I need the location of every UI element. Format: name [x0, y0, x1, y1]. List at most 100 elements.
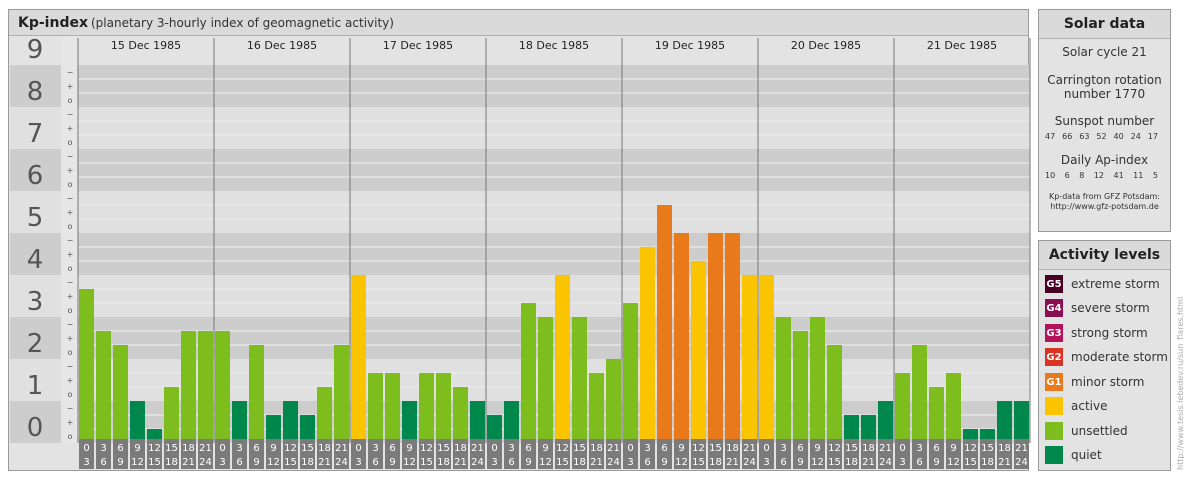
y-minor-label: o	[68, 138, 73, 147]
kp-bar	[453, 387, 468, 443]
interval-start-label: 3	[508, 443, 514, 454]
interval-start-label: 21	[879, 443, 892, 454]
interval-start-label: 0	[355, 443, 361, 454]
interval-end-label: 3	[355, 457, 361, 468]
interval-end-label: 9	[525, 457, 531, 468]
interval-start-label: 0	[83, 443, 89, 454]
kp-band	[10, 275, 1030, 317]
legend-swatch: G1	[1045, 373, 1063, 391]
interval-box	[130, 439, 145, 469]
interval-end-label: 18	[437, 457, 450, 468]
interval-start-label: 3	[372, 443, 378, 454]
legend-item-quiet: quiet	[1045, 446, 1102, 464]
y-minor-label: o	[68, 96, 73, 105]
kp-bar	[96, 330, 111, 443]
activity-levels-title: Activity levels	[1039, 241, 1170, 270]
carrington-line2: number 1770	[1063, 87, 1146, 101]
day-label: 18 Dec 1985	[519, 39, 589, 52]
kp-bar	[164, 387, 179, 443]
legend-swatch	[1045, 422, 1063, 440]
interval-start-label: 9	[406, 443, 412, 454]
interval-end-label: 6	[644, 457, 650, 468]
interval-box	[181, 439, 196, 469]
interval-start-label: 15	[165, 443, 178, 454]
kp-bar	[79, 288, 94, 443]
interval-end-label: 6	[100, 457, 106, 468]
kp-bar	[691, 261, 706, 443]
interval-start-label: 21	[607, 443, 620, 454]
interval-box	[963, 439, 978, 469]
interval-end-label: 3	[219, 457, 225, 468]
y-minor-label: o	[68, 180, 73, 189]
interval-start-label: 18	[726, 443, 739, 454]
interval-start-label: 0	[219, 443, 225, 454]
interval-start-label: 9	[678, 443, 684, 454]
kp-bar	[419, 372, 434, 443]
y-minor-label: −	[67, 68, 74, 77]
kp-bar	[351, 275, 366, 443]
interval-end-label: 15	[828, 457, 841, 468]
y-tick-label: 7	[27, 119, 44, 149]
kp-band	[10, 191, 1030, 233]
y-minor-label: +	[67, 166, 74, 175]
interval-box	[555, 439, 570, 469]
interval-box	[351, 439, 366, 469]
interval-box	[317, 439, 332, 469]
ap-value: 10	[1045, 171, 1056, 180]
day-label: 21 Dec 1985	[927, 39, 997, 52]
kp-bar	[606, 359, 621, 443]
interval-box	[861, 439, 876, 469]
interval-end-label: 12	[267, 457, 280, 468]
kp-bar	[385, 372, 400, 443]
interval-start-label: 12	[556, 443, 569, 454]
interval-box	[725, 439, 740, 469]
interval-box	[164, 439, 179, 469]
y-minor-label: −	[67, 404, 74, 413]
legend-item-g5: G5 extreme storm	[1045, 275, 1160, 293]
interval-start-label: 6	[797, 443, 803, 454]
day-label: 15 Dec 1985	[111, 39, 181, 52]
kp-bar	[334, 345, 349, 443]
y-minor-label: +	[67, 208, 74, 217]
sunspot-values: 47 66 63 52 40 24 17	[1039, 132, 1170, 141]
kp-bar	[232, 401, 247, 443]
ap-value: 11	[1133, 171, 1144, 180]
kp-bar	[844, 414, 859, 443]
header-corner	[10, 37, 61, 55]
interval-box	[793, 439, 808, 469]
interval-start-label: 21	[335, 443, 348, 454]
legend-swatch	[1045, 397, 1063, 415]
interval-box	[215, 439, 230, 469]
interval-box	[623, 439, 638, 469]
interval-box	[776, 439, 791, 469]
interval-start-label: 0	[899, 443, 905, 454]
interval-start-label: 12	[284, 443, 297, 454]
interval-start-label: 3	[236, 443, 242, 454]
interval-start-label: 15	[437, 443, 450, 454]
kp-band	[10, 359, 1030, 401]
y-minor-label: o	[68, 390, 73, 399]
kp-bar	[759, 275, 774, 443]
legend-swatch	[1045, 446, 1063, 464]
interval-end-label: 24	[607, 457, 620, 468]
interval-start-label: 21	[199, 443, 212, 454]
interval-end-label: 24	[879, 457, 892, 468]
interval-start-label: 0	[627, 443, 633, 454]
interval-start-label: 18	[454, 443, 467, 454]
interval-end-label: 12	[539, 457, 552, 468]
kp-band	[10, 317, 1030, 359]
interval-start-label: 12	[828, 443, 841, 454]
sunspot-label: Sunspot number	[1054, 114, 1155, 128]
interval-start-label: 9	[814, 443, 820, 454]
y-minor-label: +	[67, 82, 74, 91]
y-minor-label: −	[67, 152, 74, 161]
y-minor-label: −	[67, 110, 74, 119]
y-minor-label: −	[67, 236, 74, 245]
interval-box	[742, 439, 757, 469]
kp-bar	[861, 414, 876, 443]
y-minor-label: o	[68, 306, 73, 315]
interval-end-label: 9	[797, 457, 803, 468]
kp-bar	[249, 345, 264, 443]
interval-end-label: 18	[165, 457, 178, 468]
interval-end-label: 21	[454, 457, 467, 468]
